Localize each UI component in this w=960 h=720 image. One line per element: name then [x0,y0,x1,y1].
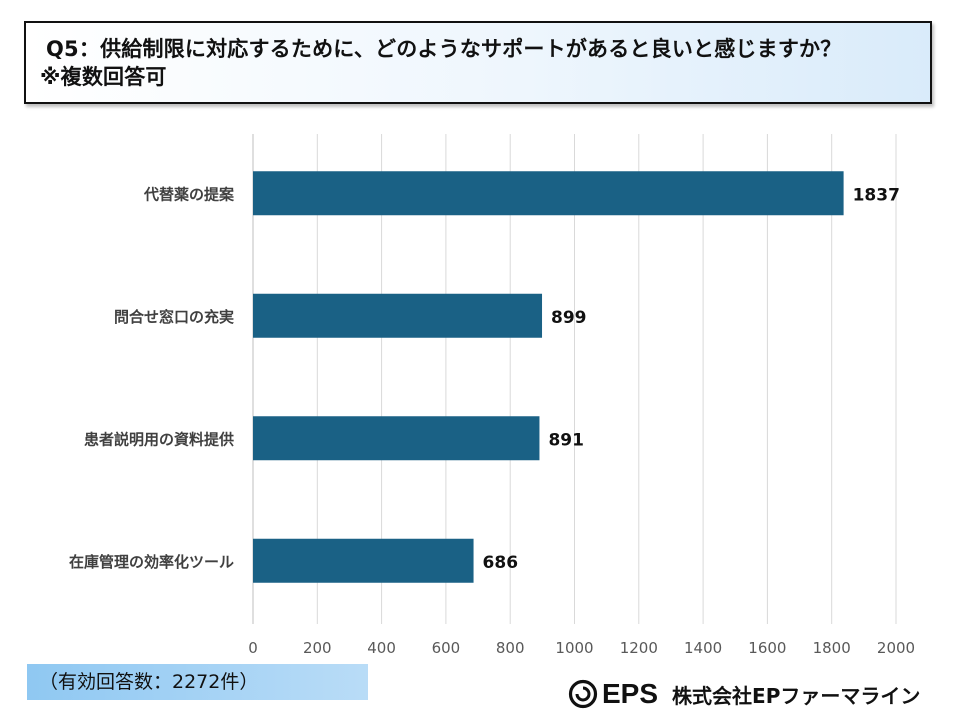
data-label: 1837 [853,185,900,205]
x-tick-label: 1600 [748,639,786,657]
category-label: 代替薬の提案 [143,185,235,203]
category-label: 患者説明用の資料提供 [84,430,234,448]
company-logo: EPS 株式会社EPファーマライン [568,676,920,712]
bar [253,293,543,338]
logo-brand: EPS [602,678,659,709]
x-tick-label: 600 [432,639,461,657]
logo-company-name: 株式会社EPファーマライン [672,683,921,708]
bars [253,171,844,583]
x-tick-label: 1000 [555,639,593,657]
data-label: 899 [551,308,587,328]
category-label: 問合せ窓口の充実 [114,308,234,326]
x-tick-label: 200 [303,639,332,657]
data-label: 686 [483,553,519,573]
data-label: 891 [548,430,584,450]
bar [253,538,474,583]
x-tick-label: 1200 [620,639,658,657]
bar [253,416,540,461]
x-tick-label: 0 [248,639,258,657]
x-tick-label: 1800 [813,639,851,657]
bar [253,171,844,216]
labels: 0 200 400 600 800 1000 1200 1400 1600 1800 2000 代替薬… [69,185,915,657]
x-tick-label: 1400 [684,639,722,657]
x-tick-label: 800 [496,639,525,657]
x-tick-label: 400 [367,639,396,657]
respondent-count: （有効回答数：2272件） [27,664,368,700]
chart-title: Q5：供給制限に対応するために、どのようなサポートがあると良いと感じますか？ [46,37,842,61]
category-label: 在庫管理の効率化ツール [69,553,234,571]
title-box: Q5：供給制限に対応するために、どのようなサポートがあると良いと感じますか？ ※… [24,21,932,104]
chart-subtitle: ※複数回答可 [40,65,167,89]
x-tick-label: 2000 [877,639,915,657]
eps-logo-icon [568,679,598,709]
